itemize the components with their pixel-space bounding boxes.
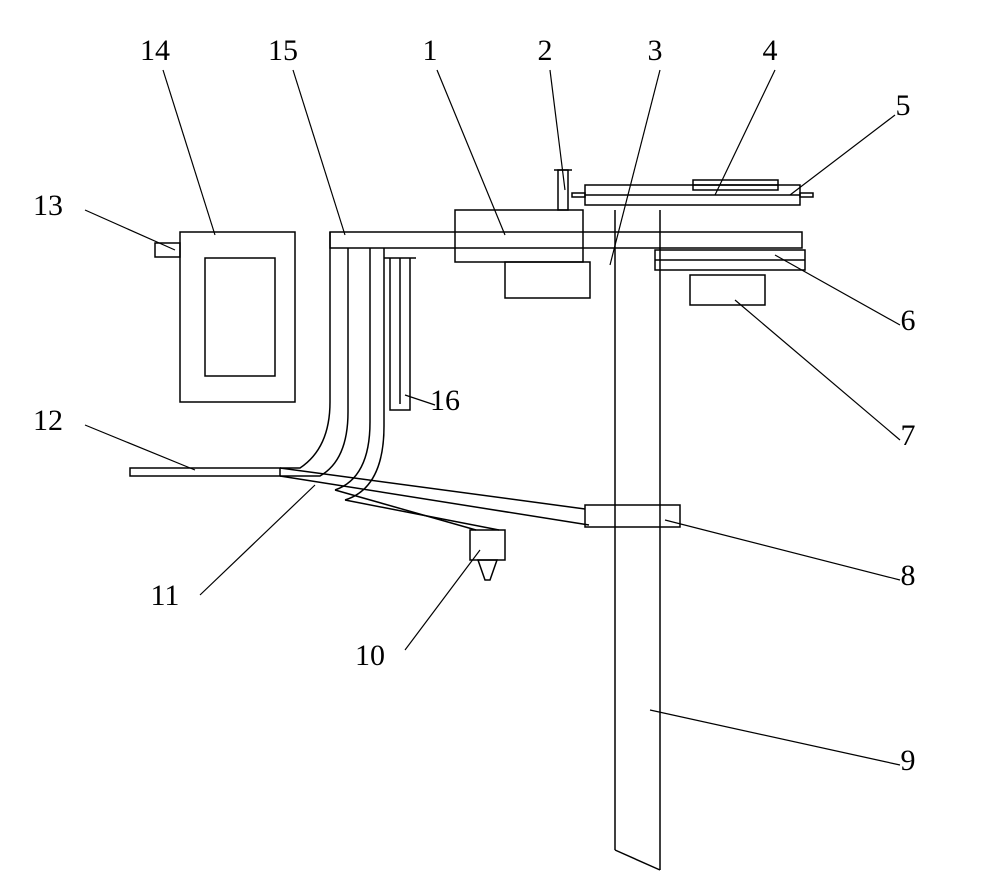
inner-tube-diag-b [345, 500, 499, 530]
pin-5-right [800, 193, 813, 197]
nozzle-10-tip [478, 560, 497, 580]
inner-tube-b [345, 248, 384, 500]
leader-l12 [85, 425, 195, 470]
label-l8: 8 [901, 559, 916, 592]
tube-11-diag-top [280, 468, 585, 509]
tube-11-outer-b [280, 248, 348, 476]
label-l10: 10 [355, 639, 385, 672]
column-9-tip-diag [615, 850, 660, 870]
leader-l7 [735, 300, 900, 440]
label-l14: 14 [140, 34, 170, 67]
leader-l15 [293, 70, 345, 235]
leader-l8 [665, 520, 900, 580]
block-1 [455, 210, 583, 262]
label-l16: 16 [430, 384, 460, 417]
servo-7 [690, 275, 765, 305]
leader-l13 [85, 210, 175, 250]
label-l15: 15 [268, 34, 298, 67]
top-plate-15 [330, 232, 802, 248]
label-l9: 9 [901, 744, 916, 777]
leader-l6 [775, 255, 900, 325]
label-l6: 6 [901, 304, 916, 337]
leader-l5 [790, 115, 895, 195]
label-l3: 3 [648, 34, 663, 67]
collar-8 [585, 505, 680, 527]
leader-l4 [715, 70, 775, 195]
leader-l10 [405, 550, 480, 650]
label-l2: 2 [538, 34, 553, 67]
label-l5: 5 [896, 89, 911, 122]
leader-l3 [610, 70, 660, 265]
leader-l11 [200, 485, 315, 595]
leader-l14 [163, 70, 215, 235]
label-l7: 7 [901, 419, 916, 452]
pin-5-left [572, 193, 585, 197]
handle-inner [205, 258, 275, 376]
label-l1: 1 [423, 34, 438, 67]
handle-stub-13 [155, 243, 180, 257]
label-l12: 12 [33, 404, 63, 437]
servo-3 [505, 262, 590, 298]
footrest-12 [130, 468, 280, 476]
label-l13: 13 [33, 189, 63, 222]
label-l11: 11 [151, 579, 180, 612]
tube-11-outer-a [280, 232, 330, 468]
leader-l9 [650, 710, 900, 765]
label-l4: 4 [763, 34, 778, 67]
